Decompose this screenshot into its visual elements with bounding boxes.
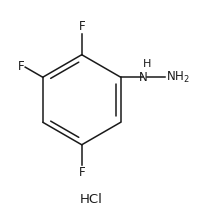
Text: F: F (78, 20, 85, 33)
Text: N: N (139, 71, 148, 84)
Text: F: F (18, 60, 24, 73)
Text: H: H (142, 59, 151, 69)
Text: HCl: HCl (79, 193, 102, 206)
Text: F: F (78, 166, 85, 179)
Text: NH$_2$: NH$_2$ (166, 70, 190, 85)
